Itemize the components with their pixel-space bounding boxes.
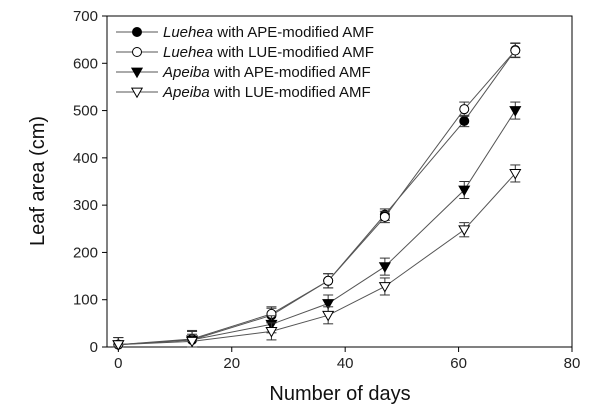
series-line bbox=[118, 173, 516, 346]
legend-item-3: Apeiba with APE-modified AMF bbox=[116, 64, 371, 81]
data-point bbox=[458, 225, 471, 236]
data-point bbox=[378, 282, 391, 293]
data-point bbox=[509, 106, 522, 117]
y-tick-label: 300 bbox=[73, 197, 98, 214]
plot-frame bbox=[106, 15, 573, 348]
legend-item-1: Luehea with APE-modified AMF bbox=[116, 24, 374, 41]
y-tick-label: 600 bbox=[73, 55, 98, 72]
x-tick-label: 40 bbox=[337, 355, 354, 372]
data-point bbox=[112, 340, 125, 351]
data-point bbox=[459, 104, 470, 115]
legend-species: Apeiba bbox=[162, 64, 210, 81]
data-point bbox=[378, 262, 391, 273]
legend-item-2: Luehea with LUE-modified AMF bbox=[116, 44, 374, 61]
data-point bbox=[510, 45, 521, 56]
y-tick-label: 500 bbox=[73, 103, 98, 120]
legend-label: Luehea with APE-modified AMF bbox=[163, 24, 374, 41]
legend-species: Apeiba bbox=[162, 84, 210, 101]
data-point bbox=[185, 336, 199, 348]
x-tick-label: 0 bbox=[114, 355, 122, 372]
series-line bbox=[118, 110, 516, 346]
x-tick-label: 80 bbox=[564, 355, 581, 372]
legend-label: Apeiba with APE-modified AMF bbox=[162, 64, 371, 81]
data-point bbox=[323, 275, 334, 286]
data-point bbox=[379, 211, 390, 222]
data-point bbox=[458, 185, 471, 197]
legend-species: Luehea bbox=[163, 44, 213, 61]
data-point bbox=[459, 115, 470, 126]
data-point bbox=[265, 326, 278, 338]
legend-item-4: Apeiba with LUE-modified AMF bbox=[116, 84, 371, 101]
legend-treatment: with LUE-modified AMF bbox=[210, 84, 371, 101]
y-tick-label: 0 bbox=[90, 339, 98, 356]
y-tick-label: 200 bbox=[73, 244, 98, 261]
y-tick-label: 400 bbox=[73, 150, 98, 167]
legend-marker bbox=[132, 47, 142, 57]
axis-ticks: 0 20 40 60 80 0 100 200 300 400 500 600 700 bbox=[73, 8, 580, 372]
x-axis-title: Number of days bbox=[269, 383, 410, 405]
legend-treatment: with LUE-modified AMF bbox=[213, 44, 374, 61]
data-point bbox=[509, 169, 522, 180]
y-axis-title: Leaf area (cm) bbox=[27, 116, 49, 246]
legend-treatment: with APE-modified AMF bbox=[213, 24, 374, 41]
series-layer bbox=[112, 42, 522, 351]
legend-marker bbox=[132, 27, 142, 37]
legend-species: Luehea bbox=[163, 24, 213, 41]
legend-marker bbox=[130, 67, 144, 79]
y-tick-label: 700 bbox=[73, 8, 98, 25]
legend-treatment: with APE-modified AMF bbox=[210, 64, 371, 81]
data-point bbox=[322, 310, 335, 322]
x-tick-label: 60 bbox=[450, 355, 467, 372]
legend-label: Apeiba with LUE-modified AMF bbox=[162, 84, 371, 101]
data-point bbox=[322, 299, 335, 310]
series-4 bbox=[112, 164, 522, 351]
legend-label: Luehea with LUE-modified AMF bbox=[163, 44, 374, 61]
y-tick-label: 100 bbox=[73, 292, 98, 309]
x-tick-label: 20 bbox=[223, 355, 240, 372]
legend-marker bbox=[130, 87, 144, 99]
